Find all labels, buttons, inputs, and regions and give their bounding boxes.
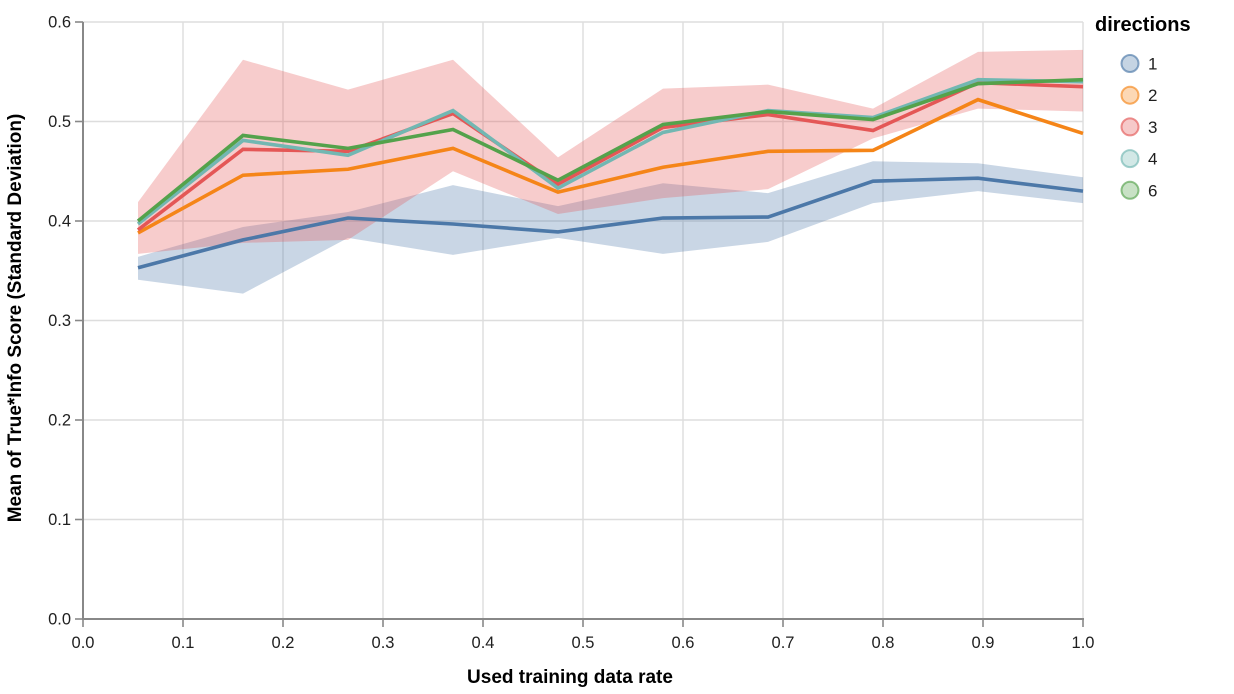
line-series-6 — [136, 77, 1084, 223]
line-series-3 — [136, 80, 1084, 232]
x-tick-label: 0.8 — [872, 634, 895, 652]
legend-item-1: 1 — [1120, 54, 1157, 74]
y-tick-label: 0.3 — [48, 312, 71, 330]
y-tick-label: 0.2 — [48, 412, 71, 430]
legend-symbol-circle — [1120, 149, 1140, 169]
legend-item-label: 3 — [1148, 118, 1157, 137]
x-tick-label: 0.7 — [772, 634, 795, 652]
y-tick-label: 0.4 — [48, 213, 71, 231]
axes: 0.0 0.1 0.2 0.3 0.4 0.5 0.6 0.7 0.8 0.9 1.0 0.0 0.1 0… — [5, 14, 1094, 689]
y-axis-title: Mean of True*Info Score (Standard Deviat… — [5, 114, 26, 523]
legend-item-6: 6 — [1120, 180, 1157, 200]
legend-item-label: 2 — [1148, 86, 1157, 105]
legend-item-label: 1 — [1148, 55, 1157, 74]
x-tick-label: 1.0 — [1072, 634, 1095, 652]
x-tick-label: 0.4 — [472, 634, 495, 652]
x-tick-label: 0.5 — [572, 634, 595, 652]
legend-item-3: 3 — [1120, 117, 1157, 137]
x-tick-label: 0.6 — [672, 634, 695, 652]
y-tick-label: 0.1 — [48, 511, 71, 529]
line-series-1 — [137, 176, 1084, 270]
legend-item-label: 6 — [1148, 181, 1157, 200]
series-lines — [136, 77, 1084, 270]
legend-item-4: 4 — [1120, 149, 1157, 169]
legend: directions 1 2 3 4 6 — [1095, 14, 1191, 200]
legend-symbol-circle — [1120, 180, 1140, 200]
legend-symbol-circle — [1120, 117, 1140, 137]
x-axis-title: Used training data rate — [467, 667, 673, 688]
y-tick-label: 0.5 — [48, 113, 71, 131]
y-tick-label: 0.6 — [48, 14, 71, 32]
x-tick-label: 0.2 — [272, 634, 295, 652]
x-tick-label: 0.9 — [972, 634, 995, 652]
legend-symbol-circle — [1120, 54, 1140, 73]
y-tick-label: 0.0 — [48, 611, 71, 629]
legend-item-label: 4 — [1148, 150, 1157, 169]
legend-title: directions — [1095, 14, 1191, 36]
x-tick-label: 0.1 — [172, 634, 195, 652]
legend-item-2: 2 — [1120, 85, 1157, 105]
x-tick-label: 0.0 — [72, 634, 95, 652]
legend-symbol-circle — [1120, 85, 1140, 105]
x-tick-label: 0.3 — [372, 634, 395, 652]
line-series-2 — [137, 97, 1084, 235]
band-series-1 — [138, 161, 1083, 294]
line-series-4 — [136, 77, 1084, 226]
